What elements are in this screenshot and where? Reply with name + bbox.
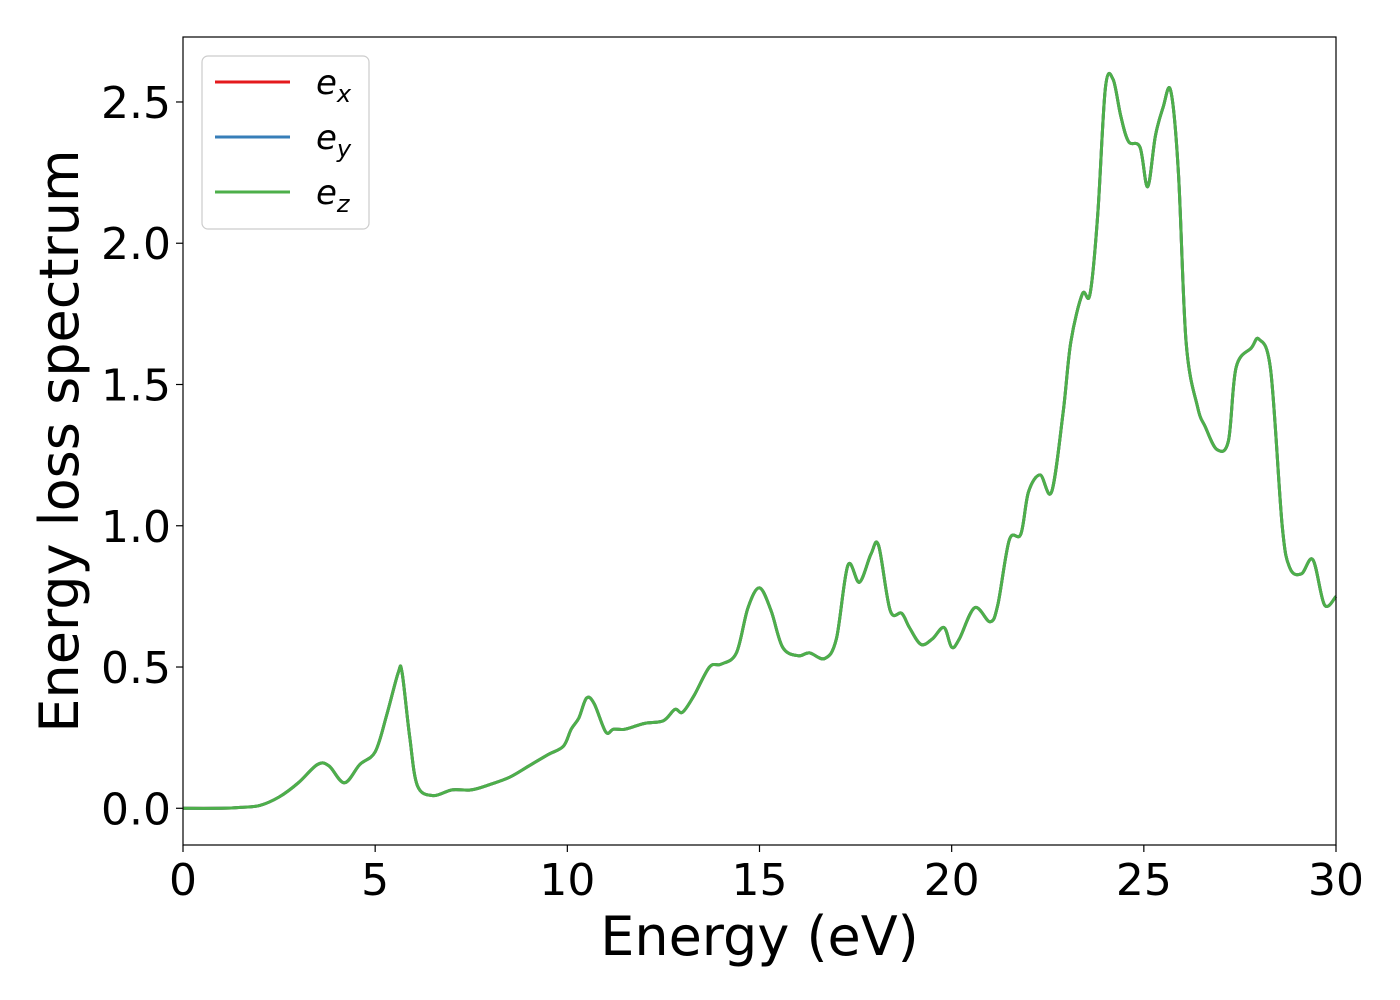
- y-tick-label: 2.5: [101, 78, 171, 129]
- x-tick-label: 10: [539, 855, 595, 906]
- legend-box: [201, 55, 370, 230]
- x-axis-label: Energy (eV): [600, 905, 919, 968]
- y-tick-label: 0.0: [101, 784, 171, 835]
- x-tick-label: 5: [361, 855, 389, 906]
- x-tick-label: 15: [732, 855, 788, 906]
- y-axis-ticks: 0.0 0.5 1.0 1.5 2.0 2.5: [101, 78, 183, 835]
- series-lines: [182, 71, 1338, 810]
- y-tick-label: 2.0: [101, 219, 171, 270]
- y-tick-label: 1.0: [101, 502, 171, 553]
- x-tick-label: 25: [1116, 855, 1172, 906]
- y-axis-label: Energy loss spectrum: [28, 149, 91, 732]
- x-tick-label: 0: [169, 855, 197, 906]
- series-line-ez: [182, 71, 1338, 810]
- x-tick-label: 30: [1308, 855, 1364, 906]
- y-tick-label: 1.5: [101, 360, 171, 411]
- y-tick-label: 0.5: [101, 643, 171, 694]
- x-axis-ticks: 0 5 10 15 20 25 30: [169, 845, 1364, 906]
- x-tick-label: 20: [924, 855, 980, 906]
